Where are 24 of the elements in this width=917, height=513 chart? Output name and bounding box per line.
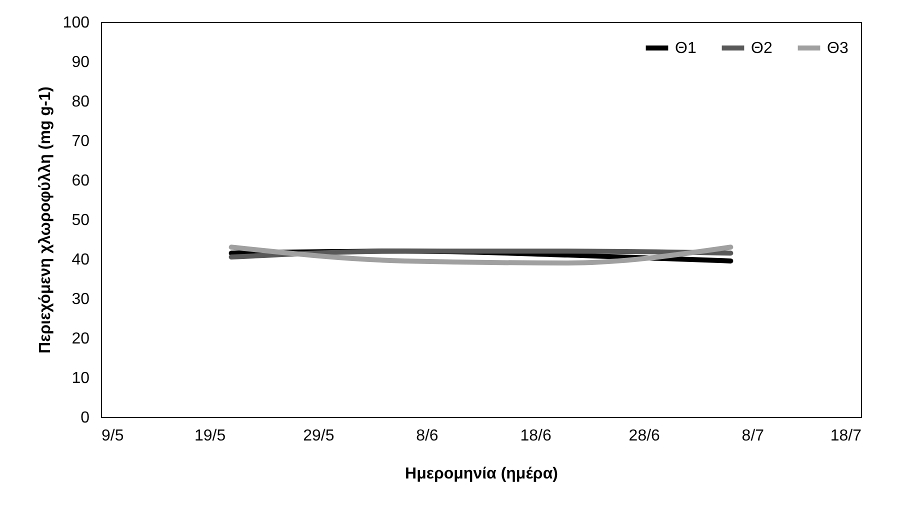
y-tick-label: 80 <box>72 94 90 110</box>
x-tick-label: 18/6 <box>520 428 552 444</box>
legend-label: Θ1 <box>675 40 696 57</box>
x-tick-label: 18/7 <box>830 428 862 444</box>
legend-label: Θ3 <box>827 40 848 57</box>
x-tick-label: 8/6 <box>416 428 438 444</box>
y-tick-label: 20 <box>72 330 90 348</box>
x-tick-label: 29/5 <box>303 428 334 444</box>
y-tick-label: 60 <box>72 172 90 190</box>
y-tick-label: 10 <box>72 370 90 387</box>
x-tick-label: 28/6 <box>628 428 660 444</box>
x-tick-label: 8/7 <box>742 428 764 444</box>
y-tick-label: 70 <box>72 133 90 150</box>
y-tick-label: 90 <box>72 54 90 71</box>
y-tick-label: 50 <box>72 212 90 229</box>
legend-label: Θ2 <box>751 40 772 57</box>
x-axis-title: Ημερομηνία (ημέρα) <box>405 466 558 482</box>
y-tick-label: 30 <box>72 291 90 308</box>
y-axis-title: Περιεχόμενη χλωροφύλλη (mg g-1) <box>36 86 54 354</box>
y-tick-label: 0 <box>80 410 90 426</box>
x-tick-label: 9/5 <box>102 428 124 444</box>
y-tick-label: 100 <box>62 14 90 32</box>
x-tick-label: 19/5 <box>194 428 226 444</box>
y-tick-label: 40 <box>72 252 90 268</box>
